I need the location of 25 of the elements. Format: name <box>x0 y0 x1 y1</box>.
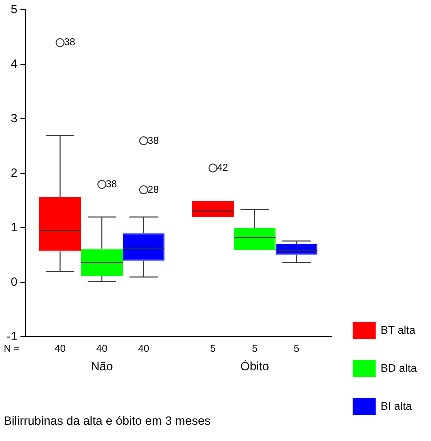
y-tick-label: 4 <box>10 57 18 72</box>
annotation: 38 <box>64 38 76 49</box>
text: 5 <box>252 344 258 355</box>
text: 40 <box>54 344 66 355</box>
annotation: 28 <box>148 184 160 196</box>
text: 40 <box>96 344 108 355</box>
legend-label: BI alta <box>380 401 413 414</box>
annotation: 42 <box>217 163 229 174</box>
annotation: 38 <box>106 179 118 190</box>
text: 5 <box>210 344 216 355</box>
y-tick-label: -1 <box>7 330 18 344</box>
y-tick-label: 1 <box>10 220 18 235</box>
legend-label: BT alta <box>380 325 416 338</box>
text: Bilirrubinas da alta e óbito em 3 meses <box>4 414 211 428</box>
text: 5 <box>294 344 300 355</box>
text: N = <box>4 344 20 355</box>
x-tick-label: Não <box>91 360 114 374</box>
y-tick-label: 0 <box>10 275 18 290</box>
legend-label: BD alta <box>380 363 418 376</box>
y-tick-label: 3 <box>10 112 18 126</box>
text: 40 <box>138 344 150 355</box>
y-tick-label: 5 <box>10 2 18 17</box>
x-tick-label: Óbito <box>240 360 270 374</box>
y-tick-label: 2 <box>10 166 18 180</box>
annotation: 38 <box>148 136 160 147</box>
